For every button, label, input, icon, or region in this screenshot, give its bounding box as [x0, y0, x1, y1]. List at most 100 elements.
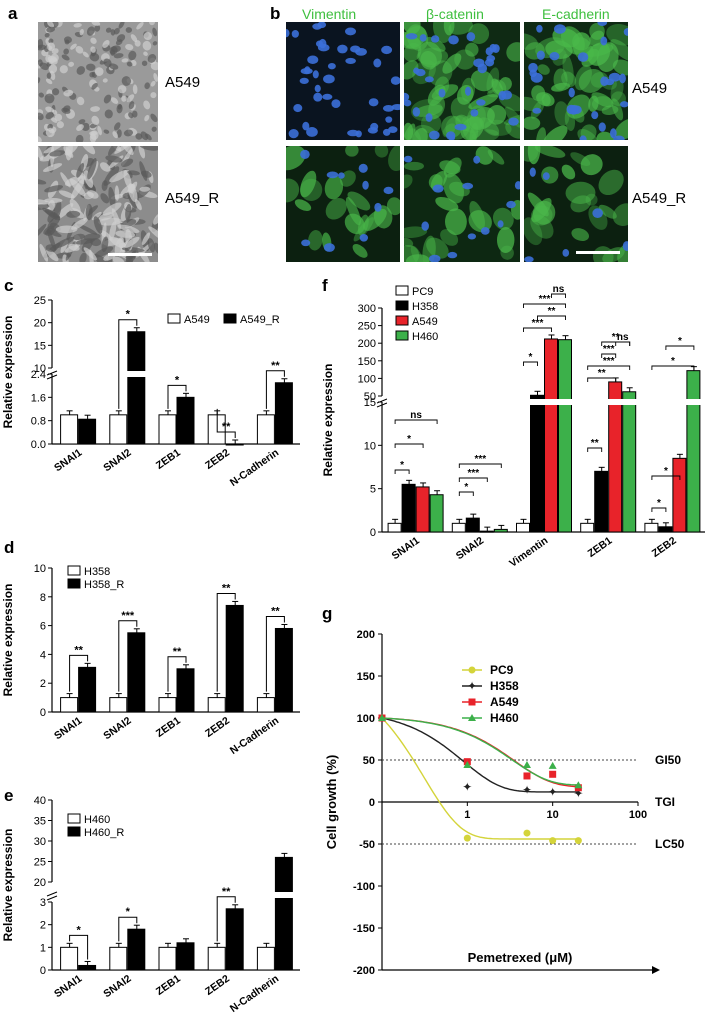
axis-break: [46, 374, 58, 380]
x-tick-label: ZEB1: [154, 447, 183, 472]
cytoplasm-shape: [386, 197, 400, 216]
significance-bracket: [601, 353, 617, 358]
bar-h358: [256, 697, 275, 713]
cytoplasm-shape: [524, 146, 539, 162]
legend-swatch: [67, 578, 81, 589]
nucleus-shape: [610, 128, 617, 139]
nucleus-shape: [430, 35, 440, 43]
nucleus-shape: [373, 58, 382, 68]
nucleus-shape: [464, 86, 472, 96]
y-axis-label: Cell growth (%): [324, 755, 339, 850]
y-tick-label: 150: [357, 671, 375, 683]
nucleus-shape: [404, 92, 410, 102]
cell-shape: [103, 129, 110, 134]
cell-shape: [38, 59, 43, 67]
cytoplasm-shape: [541, 166, 559, 184]
legend-swatch: [167, 313, 181, 324]
nucleus-shape: [484, 58, 495, 67]
cell-shape: [111, 45, 121, 53]
y-tick-label: 25: [34, 295, 46, 307]
legend-swatch: [67, 813, 81, 824]
significance-label: **: [548, 306, 556, 317]
significance-label: *: [529, 352, 533, 363]
y-tick-label: 2: [40, 678, 46, 690]
cytoplasm-shape: [530, 214, 554, 239]
cytoplasm-shape: [324, 175, 344, 200]
cytoplasm-shape: [308, 230, 323, 251]
cytoplasm-shape: [561, 164, 576, 180]
nucleus-shape: [466, 32, 476, 42]
cell-shape: [108, 187, 116, 210]
bar-h358: [594, 470, 609, 533]
cytoplasm-shape: [470, 69, 494, 92]
cytoplasm-shape: [448, 22, 473, 35]
y-tick-label: 40: [34, 796, 46, 807]
y-tick-label: 100: [357, 713, 375, 725]
bar-break-gap: [207, 892, 246, 898]
cytoplasm-shape: [611, 98, 624, 121]
legend-label: H460: [84, 814, 110, 826]
significance-bracket: [118, 916, 138, 942]
significance-bracket: [587, 365, 631, 370]
y-tick-label: 8: [40, 592, 46, 604]
y-tick-label: 200: [358, 338, 376, 350]
bar-h358: [401, 483, 416, 533]
bar-a549-r: [78, 418, 97, 445]
cell-shape: [66, 210, 81, 218]
significance-label: *: [126, 309, 131, 321]
nucleus-shape: [438, 88, 446, 98]
axis-break: [46, 370, 58, 376]
cell-shape: [100, 193, 110, 204]
cell-shape: [104, 109, 113, 119]
legend-swatch: [395, 285, 409, 296]
legend-label: H460: [490, 711, 519, 725]
y-tick-label: 2: [40, 920, 46, 932]
legend-swatch: [395, 300, 409, 311]
significance-label: *: [400, 460, 404, 471]
bar-break-gap: [108, 371, 147, 377]
cell-shape: [76, 124, 84, 131]
bar-a549-r: [274, 382, 293, 445]
significance-bracket: [458, 477, 488, 482]
y-tick-label: 2.4: [31, 369, 46, 381]
nucleus-shape: [314, 84, 321, 93]
nucleus-shape: [327, 62, 336, 70]
cytoplasm-shape: [537, 64, 550, 75]
bar-break-gap: [158, 892, 196, 898]
bar-a549-r: [225, 443, 244, 446]
y-tick-label: 50: [364, 391, 376, 403]
legend-label: PC9: [412, 286, 433, 298]
cytoplasm-shape: [410, 99, 443, 122]
cell-shape: [68, 61, 75, 67]
cell-shape: [130, 34, 138, 43]
nucleus-shape: [419, 34, 427, 42]
legend-label: H358: [84, 566, 110, 578]
cell-shape: [126, 61, 133, 67]
cell-shape: [48, 38, 54, 44]
cell-shape: [150, 92, 157, 99]
significance-label: ns: [617, 332, 629, 343]
cell-shape: [102, 202, 122, 216]
cell-shape: [125, 27, 133, 33]
significance-bracket: [167, 656, 187, 692]
bar-break-gap: [108, 892, 147, 898]
point-h460: [522, 761, 531, 769]
cell-shape: [113, 122, 121, 131]
cell-shape: [58, 190, 75, 199]
fit-curve-a549: [381, 717, 579, 788]
significance-bracket: [394, 443, 424, 448]
nucleus-shape: [288, 129, 299, 139]
y-tick-label: 10: [364, 440, 376, 452]
nucleus-shape: [338, 172, 345, 179]
cell-shape: [47, 215, 61, 229]
bar-break-gap: [256, 892, 295, 898]
cell-shape: [121, 76, 132, 86]
significance-bracket: [537, 315, 566, 320]
cytoplasm-shape: [465, 42, 479, 57]
y-tick-label: 0: [40, 707, 46, 719]
nucleus-shape: [345, 57, 356, 64]
y-tick-label: 20: [34, 877, 46, 889]
cell-shape: [45, 106, 55, 114]
y-tick-label: 10: [34, 563, 46, 575]
panel-e-label: e: [4, 786, 14, 805]
